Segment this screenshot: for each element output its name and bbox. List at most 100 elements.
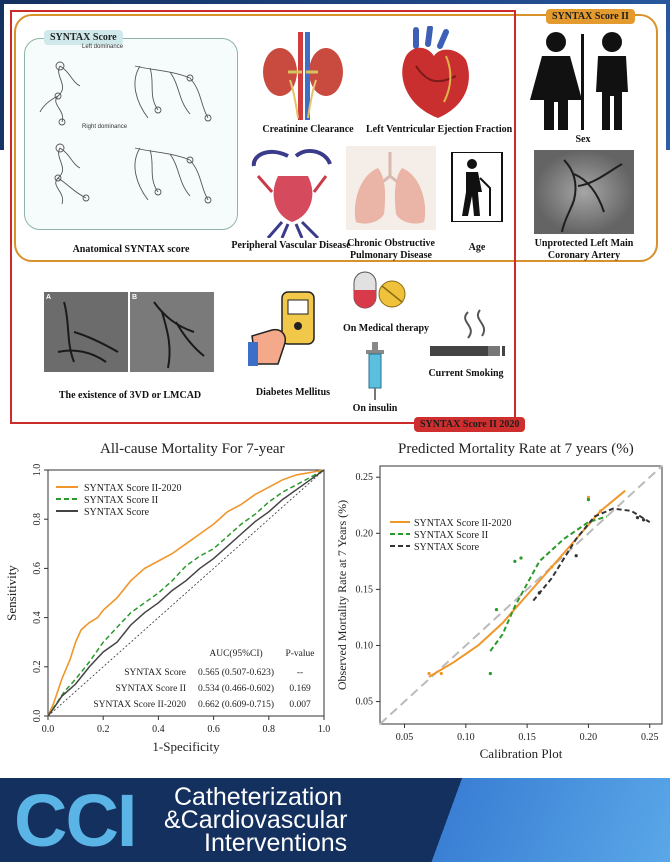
calibration-plot-frame xyxy=(379,465,663,725)
roc-y-tick-label: 1.0 xyxy=(32,464,43,477)
smoking-label: Current Smoking xyxy=(428,368,504,379)
calibration-y-tick-label: 0.25 xyxy=(356,472,374,483)
calibration-x-tick-label: 0.25 xyxy=(641,732,659,743)
syntax-score-ii-tag: SYNTAX Score II xyxy=(546,9,635,24)
lvef-label: Left Ventricular Ejection Fraction xyxy=(366,124,513,135)
calibration-reference-line xyxy=(379,465,663,725)
glucometer-icon xyxy=(248,291,315,366)
auc-table-cell: 0.534 (0.466-0.602) xyxy=(198,683,274,694)
roc-y-tick-label: 0.2 xyxy=(32,661,43,674)
auc-table-cell: SYNTAX Score II-2020 xyxy=(93,700,186,710)
medical-therapy-label: On Medical therapy xyxy=(342,323,430,334)
calibration-legend-label: SYNTAX Score xyxy=(414,542,480,553)
calibration-x-tick-label: 0.10 xyxy=(457,732,475,743)
roc-y-axis-label: Sensitivity xyxy=(4,565,19,621)
roc-plot-frame xyxy=(47,469,325,717)
journal-name: Catheterization &Cardiovascular Interven… xyxy=(164,783,348,857)
roc-series-line xyxy=(47,469,325,717)
calibration-x-tick-label: 0.20 xyxy=(580,732,598,743)
roc-x-tick-label: 0.6 xyxy=(207,724,220,735)
calibration-point xyxy=(488,671,492,676)
auc-table-cell: SYNTAX Score xyxy=(124,668,186,678)
calibration-series-line xyxy=(532,507,651,602)
roc-legend-label: SYNTAX Score II-2020 xyxy=(84,483,182,494)
auc-table-cell: 0.007 xyxy=(289,700,311,710)
auc-table-header: P-value xyxy=(285,649,314,659)
roc-y-tick-label: 0.4 xyxy=(32,611,43,624)
heart-icon xyxy=(402,26,469,118)
calibration-point xyxy=(586,495,591,500)
calibration-point xyxy=(519,556,523,560)
roc-x-tick-label: 0.2 xyxy=(97,724,110,735)
calibration-y-tick-label: 0.20 xyxy=(356,528,374,539)
calibration-point xyxy=(427,671,431,676)
auc-table-cell: 0.169 xyxy=(289,684,311,694)
calibration-legend-label: SYNTAX Score II-2020 xyxy=(414,518,512,529)
cci-logo: CCI xyxy=(14,779,137,862)
ulm-label-line1: Unprotected Left Main xyxy=(534,238,634,249)
anatomical-syntax-label: Anatomical SYNTAX score xyxy=(72,244,190,255)
angio-b-label: B xyxy=(132,294,138,301)
roc-x-tick-label: 0.0 xyxy=(42,724,55,735)
calibration-point xyxy=(574,554,578,558)
insulin-label: On insulin xyxy=(352,403,398,414)
roc-chart: 0.0 0.2 0.4 0.6 0.8 1.0 0.0 0.2 0.4 0.6 0.8 1.0 SY… xyxy=(4,464,331,754)
calibration-point xyxy=(494,607,499,612)
peripheral-vascular-icon xyxy=(251,148,332,238)
roc-series-line xyxy=(47,469,325,717)
calibration-x-tick-label: 0.15 xyxy=(518,732,536,743)
copd-label-line1: Chronic Obstructive xyxy=(347,238,435,249)
elderly-icon xyxy=(451,152,503,222)
copd-label-line2: Pulmonary Disease xyxy=(350,250,432,261)
roc-x-axis-label: 1-Specificity xyxy=(152,739,220,754)
pvd-label: Peripheral Vascular Disease xyxy=(231,240,351,251)
lungs-icon xyxy=(346,146,436,230)
calibration-y-axis-label: Observed Mortality Rate at 7 Years (%) xyxy=(335,500,349,690)
calibration-point xyxy=(642,518,646,522)
calibration-point xyxy=(586,498,591,502)
syntax-score-ii-2020-tag: SYNTAX Score II 2020 xyxy=(414,417,526,432)
left-dominance-label: Left dominance xyxy=(82,44,124,50)
calibration-point xyxy=(635,516,640,520)
calibration-chart-title: Predicted Mortality Rate at 7 years (%) xyxy=(398,441,634,457)
roc-y-tick-label: 0.0 xyxy=(32,710,43,723)
auc-table-cell: -- xyxy=(297,668,303,678)
calibration-x-axis-label: Calibration Plot xyxy=(480,746,563,760)
journal-name-line2: &Cardiovascular xyxy=(164,806,348,834)
auc-table-cell: 0.565 (0.507-0.623) xyxy=(198,667,274,678)
syntax-score-tag: SYNTAX Score xyxy=(44,30,123,45)
roc-x-tick-label: 0.4 xyxy=(152,724,165,735)
calibration-legend-label: SYNTAX Score II xyxy=(414,530,488,541)
calibration-point xyxy=(439,671,443,676)
age-label: Age xyxy=(468,242,486,253)
auc-table-header: AUC(95%CI) xyxy=(209,648,262,659)
sex-icon xyxy=(530,32,628,130)
right-dominance-label: Right dominance xyxy=(82,124,128,130)
calibration-series-line xyxy=(489,515,608,652)
roc-chart-title: All-cause Mortality For 7-year xyxy=(100,441,285,457)
sex-label: Sex xyxy=(575,134,591,145)
roc-series-line xyxy=(47,469,325,717)
auc-table-cell: SYNTAX Score II xyxy=(116,684,186,694)
pill-icon xyxy=(353,271,406,309)
calibration-point xyxy=(550,565,554,569)
roc-y-tick-label: 0.8 xyxy=(32,513,43,526)
journal-name-line1: Catheterization xyxy=(174,783,343,811)
syntax-score-ii-2020-frame xyxy=(10,10,516,424)
roc-x-tick-label: 1.0 xyxy=(318,724,331,735)
calibration-x-tick-label: 0.05 xyxy=(396,732,414,743)
three-vessel-angiograms xyxy=(44,292,214,372)
journal-name-line3: Interventions xyxy=(204,829,348,857)
syntax-score-ii-frame xyxy=(14,14,658,262)
auc-table-cell: 0.662 (0.609-0.715) xyxy=(198,699,274,710)
footer-stripe xyxy=(420,778,670,862)
calibration-y-tick-label: 0.15 xyxy=(356,584,374,595)
angio-a-label: A xyxy=(46,294,52,301)
calibration-chart: 0.05 0.10 0.15 0.20 0.25 0.05 0.10 0.15 0.20 0.2… xyxy=(335,465,663,760)
cigarette-icon xyxy=(430,309,505,356)
roc-legend-label: SYNTAX Score II xyxy=(84,495,158,506)
left-main-angiogram xyxy=(534,150,634,234)
calibration-y-tick-label: 0.05 xyxy=(356,697,374,708)
kidney-icon xyxy=(263,32,343,120)
roc-x-tick-label: 0.8 xyxy=(263,724,276,735)
